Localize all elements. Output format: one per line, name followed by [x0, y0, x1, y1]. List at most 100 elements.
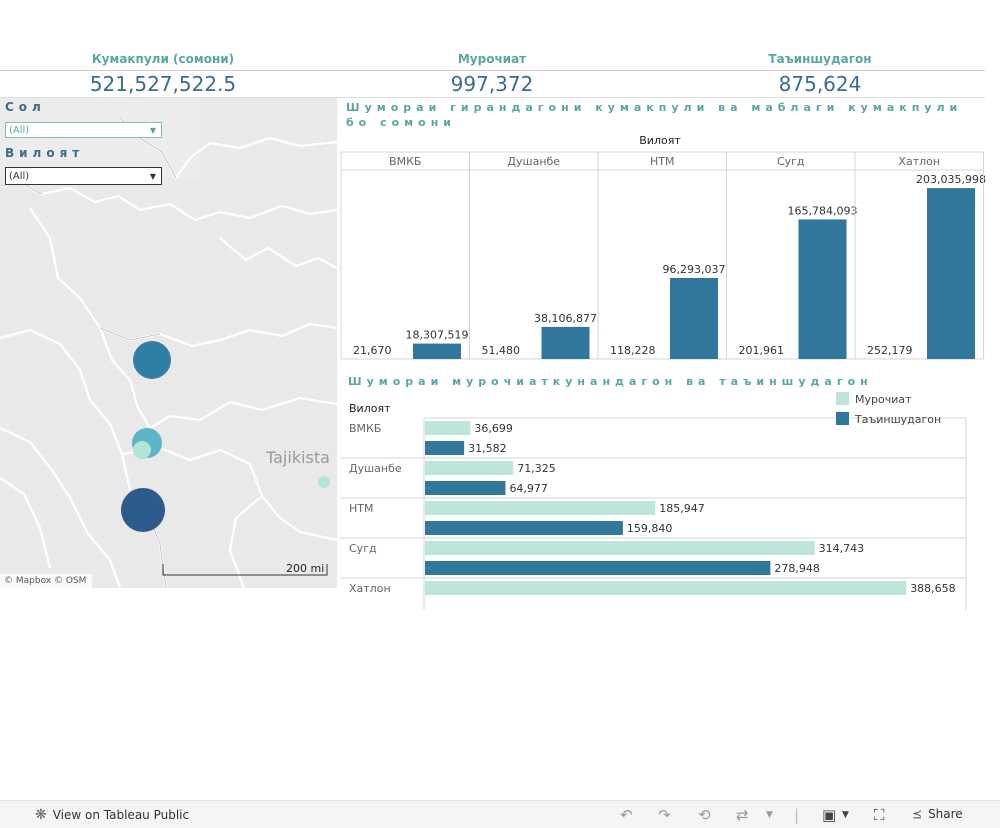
chart1-category-label: НТМ	[650, 155, 674, 168]
chart2-bar[interactable]	[425, 581, 907, 595]
chart1-title: Шумораи гирандагони кумакпули ва маблаги…	[346, 101, 963, 129]
chart1-bar[interactable]	[798, 219, 847, 359]
map-bubble-south[interactable]	[121, 488, 165, 532]
refresh-icon[interactable]: ⇄	[736, 806, 749, 824]
map-country-label: Tajikista	[265, 448, 330, 467]
kpi-amount: Кумакпули (сомони) 521,527,522.5	[3, 52, 323, 96]
chart2-bar[interactable]	[425, 421, 471, 435]
chart2-title: Шумораи мурочиаткунандагон ва таъиншудаг…	[348, 375, 873, 388]
chart1-bar[interactable]	[541, 326, 590, 359]
kpi-divider	[0, 70, 985, 71]
year-filter-title: Сол	[5, 100, 46, 114]
chart2-value-label: 185,947	[659, 502, 705, 515]
map-scale-bar	[162, 564, 328, 576]
kpi-applications-label: Мурочиат	[457, 52, 527, 66]
chart2-value-label: 278,948	[774, 562, 820, 575]
share-button[interactable]: ⪯ Share	[912, 807, 963, 821]
year-filter-dropdown[interactable]: (All) ▼	[5, 122, 162, 138]
map-bubble-dushanbe-north[interactable]	[133, 341, 171, 379]
undo-icon[interactable]: ↶	[620, 806, 633, 824]
chart1-amount-label: 96,293,037	[663, 263, 726, 276]
chart2-legend-label[interactable]: Таъиншудагон	[854, 413, 941, 426]
chart1-count-label: 118,228	[610, 344, 656, 357]
chart2-category-label: Хатлон	[349, 582, 391, 595]
chart1-amount-label: 18,307,519	[406, 329, 469, 342]
chevron-down-icon[interactable]: ▼	[842, 810, 849, 820]
chevron-down-icon: ▼	[149, 172, 156, 181]
tableau-logo-icon: ❋	[35, 807, 47, 823]
chart2-legend-swatch[interactable]	[836, 412, 849, 425]
chart2-bar[interactable]	[425, 561, 771, 575]
chart2-svg[interactable]: Вилоят ВМКБ 36,699 31,582 Душанбе 71,325 64,97…	[340, 390, 1000, 610]
chart2-bar[interactable]	[425, 501, 656, 515]
view-on-tableau-label: View on Tableau Public	[52, 808, 190, 822]
map-region-north	[0, 98, 200, 178]
kpi-applications-value: 997,372	[450, 72, 534, 96]
chevron-down-icon: ▼	[149, 126, 156, 135]
chart1-category-label: Сугд	[777, 155, 805, 168]
year-filter-value: (All)	[9, 125, 30, 136]
map-scale-label: 200 mi	[286, 562, 324, 575]
chart1-category-label: Душанбе	[507, 155, 560, 168]
kpi-assigned-label: Таъиншудагон	[768, 52, 872, 66]
chart2-bar[interactable]	[425, 521, 623, 535]
map-attribution[interactable]: © Mapbox © OSM	[4, 576, 86, 586]
chart2-legend-swatch[interactable]	[836, 392, 849, 405]
footer-toolbar: ❋ View on Tableau Public ↶ ↷ ⟲ ⇄ ▼ | ▣ ▼…	[0, 800, 1000, 828]
chart1-svg[interactable]: Вилоят ВМКБ 21,670 18,307,519 Душанбе 51,480 3…	[340, 132, 1000, 362]
chart1-bar[interactable]	[413, 343, 461, 359]
chart2-value-label: 64,977	[509, 482, 548, 495]
chart1-count-label: 252,179	[867, 344, 913, 357]
chart1-bar[interactable]	[927, 188, 975, 359]
kpi-assigned: Таъиншудагон 875,624	[660, 52, 980, 96]
chart1-bar[interactable]	[670, 277, 718, 359]
region-filter-dropdown[interactable]: (All) ▼	[5, 167, 162, 185]
map-bubble-east[interactable]	[318, 476, 330, 488]
chart2-value-label: 71,325	[517, 462, 556, 475]
chart2-category-label: НТМ	[349, 502, 373, 515]
share-label: Share	[928, 807, 963, 821]
chart2-bar[interactable]	[425, 481, 506, 495]
chart1-amount-label: 203,035,998	[916, 173, 986, 186]
chart1-category-label: Хатлон	[898, 155, 940, 168]
map-bubble-center-small[interactable]	[133, 441, 151, 459]
fullscreen-icon[interactable]: ⛶	[874, 806, 885, 824]
chart2-value-label: 314,743	[819, 542, 865, 555]
map-svg[interactable]: Tajikista © Mapbox © OSM 200 mi	[0, 98, 337, 588]
chart2-value-label: 388,658	[910, 582, 956, 595]
map-borders	[0, 117, 337, 588]
view-on-tableau-link[interactable]: ❋ View on Tableau Public	[35, 807, 189, 823]
chart2-category-label: ВМКБ	[349, 422, 381, 435]
chevron-down-icon[interactable]: ▼	[766, 810, 773, 820]
region-filter-value: (All)	[9, 171, 30, 182]
chart2-category-label: Душанбе	[349, 462, 402, 475]
map-attribution-bg	[0, 574, 92, 588]
map-panel[interactable]: Tajikista © Mapbox © OSM 200 mi	[0, 98, 337, 588]
chart2-y-axis-title: Вилоят	[349, 402, 391, 415]
redo-icon[interactable]: ↷	[658, 806, 671, 824]
chart1-count-label: 21,670	[353, 344, 392, 357]
chart2-category-label: Сугд	[349, 542, 377, 555]
region-filter-title: Вилоят	[5, 146, 85, 160]
chart2-value-label: 31,582	[468, 442, 507, 455]
share-icon: ⪯	[912, 807, 923, 821]
toolbar-separator: |	[794, 806, 800, 824]
chart2-legend-label[interactable]: Мурочиат	[855, 393, 912, 406]
kpi-applications: Мурочиат 997,372	[332, 52, 652, 96]
kpi-amount-value: 521,527,522.5	[89, 72, 237, 96]
download-icon[interactable]: ▣	[822, 806, 837, 824]
kpi-divider-bottom	[0, 97, 985, 98]
chart2-value-label: 159,840	[627, 522, 673, 535]
kpi-amount-label: Кумакпули (сомони)	[91, 52, 235, 66]
chart2-bar[interactable]	[425, 541, 815, 555]
chart1-x-axis-title: Вилоят	[639, 134, 681, 147]
chart2-value-label: 36,699	[474, 422, 513, 435]
chart1-amount-label: 165,784,093	[788, 204, 858, 217]
kpi-assigned-value: 875,624	[778, 72, 862, 96]
chart1-category-label: ВМКБ	[389, 155, 421, 168]
chart1-count-label: 51,480	[482, 344, 521, 357]
chart1-count-label: 201,961	[739, 344, 785, 357]
chart2-bar[interactable]	[425, 441, 465, 455]
chart2-bar[interactable]	[425, 461, 514, 475]
revert-icon[interactable]: ⟲	[698, 806, 711, 824]
